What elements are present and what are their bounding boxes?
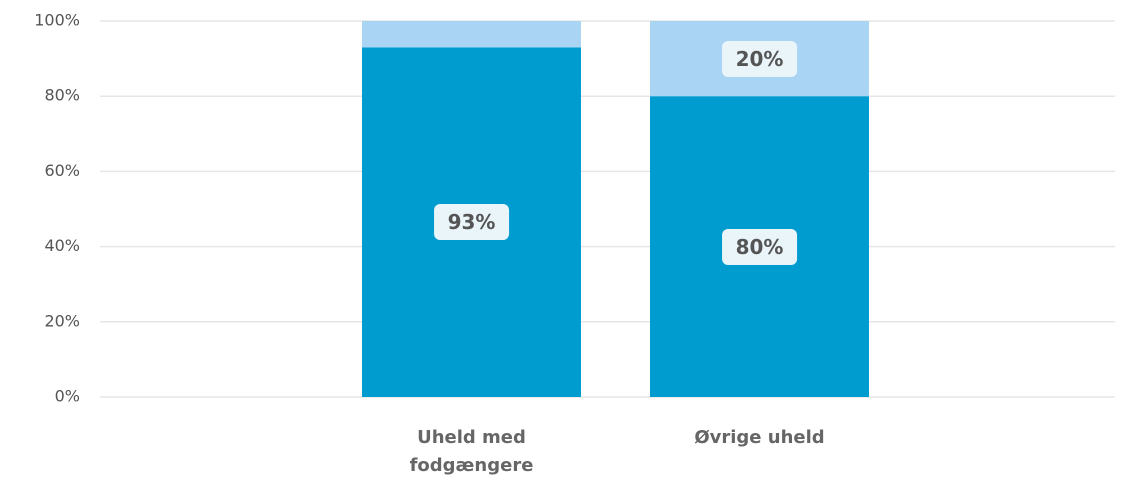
y-tick-label: 40% <box>44 236 80 255</box>
bar-segment <box>362 21 581 48</box>
y-tick-label: 20% <box>44 311 80 330</box>
y-tick-label: 60% <box>44 161 80 180</box>
data-label: 80% <box>721 228 798 265</box>
y-tick-label: 0% <box>55 387 80 406</box>
y-tick-label: 80% <box>44 86 80 105</box>
data-label: 20% <box>721 40 798 77</box>
data-label: 93% <box>433 204 510 241</box>
y-tick-label: 100% <box>34 11 80 30</box>
x-tick-label: Øvrige uheld <box>694 427 825 448</box>
x-tick-label: Uheld med fodgængere <box>409 427 534 476</box>
